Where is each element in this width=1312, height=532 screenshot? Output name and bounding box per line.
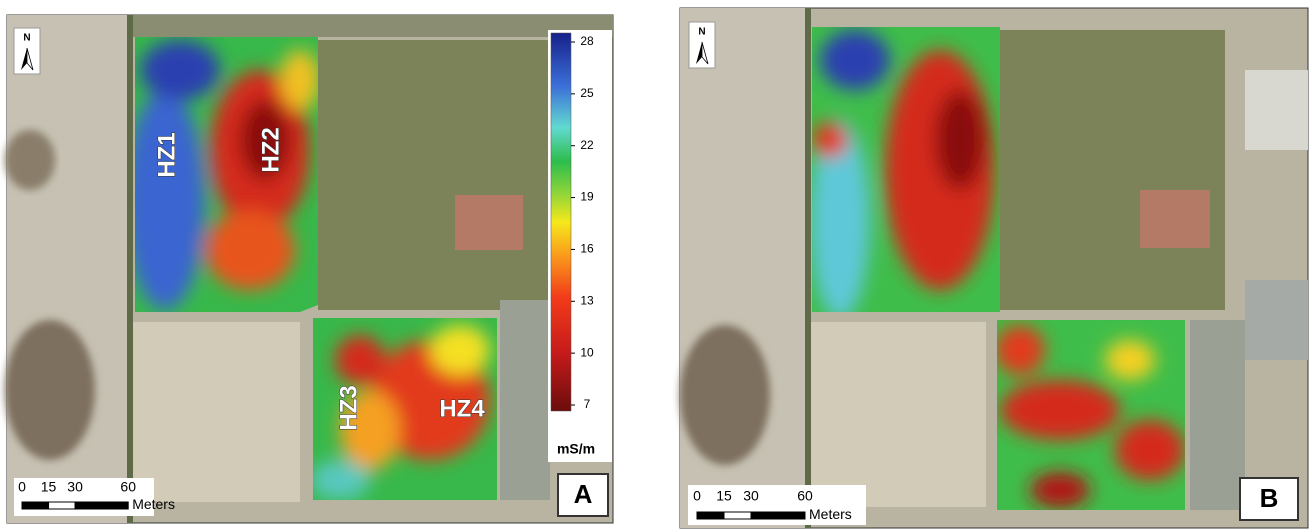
zone-label: HZ4 (439, 395, 485, 422)
scalebar-segment (724, 512, 751, 519)
colorbar-label: 10 (580, 345, 594, 359)
scalebar-unit: Meters (132, 496, 175, 512)
scalebar-label: 0 (18, 479, 26, 495)
scalebar-segment (75, 502, 128, 509)
colorbar-label: 25 (580, 86, 594, 100)
scalebar-label: 0 (693, 488, 701, 504)
scalebar-segment (49, 502, 76, 509)
scalebar-unit: Meters (809, 506, 852, 522)
scalebar-label: 60 (797, 488, 813, 504)
north-label: N (23, 33, 30, 44)
scalebar-segment (751, 512, 805, 519)
page: NAHZ1HZ2HZ3HZ40153060Meters2825221916131… (0, 0, 1312, 532)
scalebar-segment (22, 502, 49, 509)
colorbar-label: 13 (580, 293, 594, 307)
figure: NAHZ1HZ2HZ3HZ40153060Meters2825221916131… (0, 0, 1312, 532)
colorbar-label: 28 (580, 34, 594, 48)
scalebar-label: 15 (716, 488, 732, 504)
colorbar-label: 22 (580, 138, 594, 152)
colorbar-label: 19 (580, 190, 594, 204)
scalebar-label: 30 (743, 488, 759, 504)
colorbar-label: 7 (584, 397, 591, 411)
zone-label: HZ1 (153, 132, 180, 177)
scalebar-segment (697, 512, 724, 519)
colorbar-label: 16 (580, 242, 594, 256)
colorbar-unit: mS/m (557, 441, 595, 457)
colorbar (551, 33, 571, 411)
panel-label: A (574, 479, 593, 509)
scalebar-label: 30 (67, 479, 83, 495)
scalebar-label: 60 (120, 479, 136, 495)
panel-label: B (1260, 483, 1279, 513)
zone-label: HZ2 (257, 127, 284, 172)
north-label: N (698, 27, 705, 38)
scalebar-label: 15 (41, 479, 57, 495)
zone-label: HZ3 (335, 385, 362, 430)
